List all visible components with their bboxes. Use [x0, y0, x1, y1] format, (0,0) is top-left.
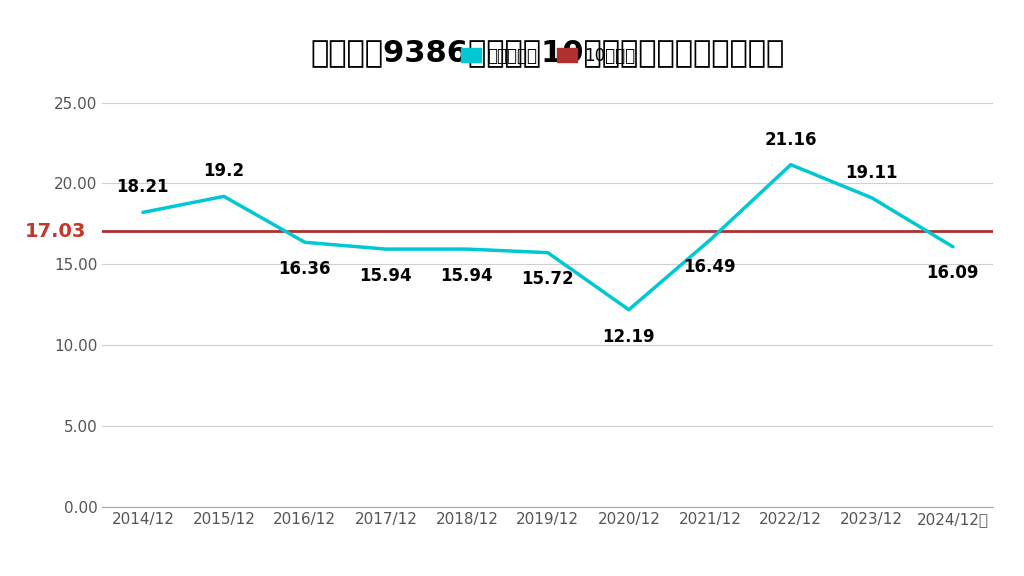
Text: 15.72: 15.72 [521, 271, 574, 289]
Text: 12.19: 12.19 [602, 328, 655, 346]
Title: 日コン（9386）の過去10年間の営業利益率の推移: 日コン（9386）の過去10年間の営業利益率の推移 [310, 39, 785, 67]
Text: 15.94: 15.94 [440, 267, 494, 285]
Text: 18.21: 18.21 [117, 178, 169, 196]
Text: 19.2: 19.2 [204, 162, 245, 180]
Legend: 営業利益率, 10年平均: 営業利益率, 10年平均 [454, 40, 642, 71]
Text: 15.94: 15.94 [359, 267, 413, 285]
Text: 16.49: 16.49 [683, 258, 736, 276]
Text: 19.11: 19.11 [846, 164, 898, 181]
Text: 16.09: 16.09 [927, 264, 979, 282]
Text: 16.36: 16.36 [279, 260, 331, 278]
Text: 17.03: 17.03 [25, 222, 86, 241]
Text: 21.16: 21.16 [765, 131, 817, 149]
